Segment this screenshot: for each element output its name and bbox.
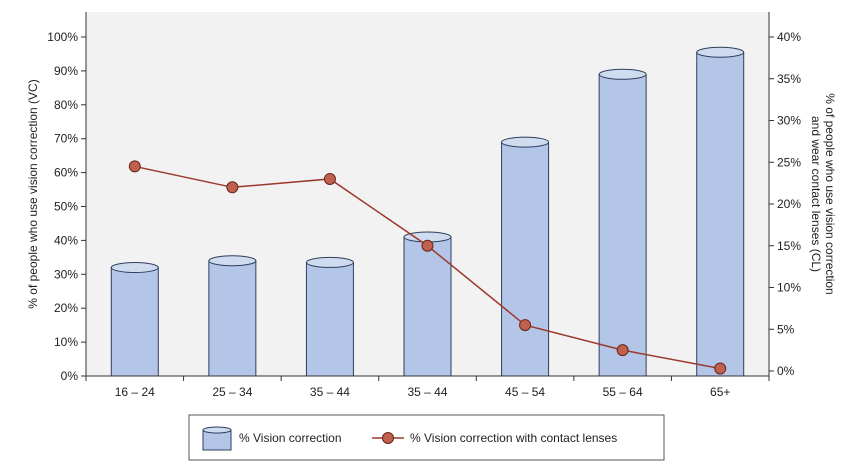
line-marker — [421, 239, 434, 252]
legend-marker-swatch — [382, 432, 394, 444]
bar-body — [208, 260, 257, 377]
x-tick-label: 45 – 54 — [505, 385, 545, 399]
bar-top — [110, 262, 159, 274]
right-tick-label: 5% — [777, 322, 795, 336]
bar-body — [501, 141, 550, 377]
legend-box — [188, 414, 665, 461]
right-axis-ticks: 0% 5% 10% 15% 20% 25% 30% 35% 40% — [769, 30, 801, 378]
line-marker — [226, 181, 239, 194]
bar — [305, 256, 354, 377]
bar-body — [598, 73, 647, 377]
right-tick-label: 35% — [777, 72, 801, 86]
bar-top — [305, 256, 354, 268]
right-tick-label: 40% — [777, 30, 801, 44]
bar-body — [403, 236, 452, 377]
bar-body — [110, 267, 159, 377]
x-tick-label: 65+ — [710, 385, 730, 399]
left-tick-label: 40% — [54, 233, 78, 247]
x-tick-label: 25 – 34 — [212, 385, 252, 399]
x-tick-label: 35 – 44 — [407, 385, 447, 399]
bar-body — [696, 51, 745, 377]
bar — [208, 255, 257, 377]
x-tick-label: 55 – 64 — [603, 385, 643, 399]
left-tick-label: 100% — [47, 30, 78, 44]
right-tick-label: 10% — [777, 281, 801, 295]
axes — [85, 12, 770, 377]
right-tick-label: 25% — [777, 155, 801, 169]
bar — [598, 68, 647, 377]
line-marker — [519, 319, 532, 332]
bar — [403, 231, 452, 377]
line-series — [128, 160, 727, 375]
bar-top — [208, 255, 257, 267]
bar — [110, 262, 159, 377]
left-tick-label: 50% — [54, 200, 78, 214]
right-tick-label: 15% — [777, 239, 801, 253]
line-marker — [323, 172, 336, 185]
right-tick-label: 20% — [777, 197, 801, 211]
right-tick-label: 30% — [777, 114, 801, 128]
left-tick-label: 10% — [54, 335, 78, 349]
x-tick-label: 35 – 44 — [310, 385, 350, 399]
bar-body — [305, 261, 354, 377]
bar-top — [598, 68, 647, 80]
left-axis-ticks: 0% 10% 20% 30% 40% 50% 60% 70% 80% 90% 100% — [47, 30, 86, 383]
left-tick-label: 80% — [54, 98, 78, 112]
line-marker — [128, 160, 141, 173]
bar — [501, 136, 550, 377]
bar-top — [501, 136, 550, 148]
legend-bar-swatch — [202, 426, 232, 451]
line-marker — [714, 362, 727, 375]
left-tick-label: 70% — [54, 132, 78, 146]
left-tick-label: 60% — [54, 166, 78, 180]
right-axis-title-line1: % of people who use vision correction — [823, 93, 837, 294]
legend-bar-label: % Vision correction — [239, 431, 342, 445]
right-axis-title-line2: and wear contact lenses (CL) — [809, 116, 823, 272]
line-marker — [616, 344, 629, 357]
x-axis-ticks: 16 – 24 25 – 34 35 – 44 35 – 44 45 – 54 55 – … — [85, 376, 770, 399]
left-axis-title: % of people who use vision correction (V… — [26, 79, 40, 308]
legend: % Vision correction % Vision correction … — [188, 414, 665, 461]
bar-series — [110, 46, 745, 377]
left-tick-label: 90% — [54, 64, 78, 78]
left-tick-label: 20% — [54, 301, 78, 315]
bar-top — [696, 46, 745, 58]
x-tick-label: 16 – 24 — [115, 385, 155, 399]
left-tick-label: 30% — [54, 267, 78, 281]
legend-line-label: % Vision correction with contact lenses — [410, 431, 617, 445]
right-tick-label: 0% — [777, 364, 795, 378]
bar — [696, 46, 745, 377]
left-tick-label: 0% — [61, 369, 79, 383]
